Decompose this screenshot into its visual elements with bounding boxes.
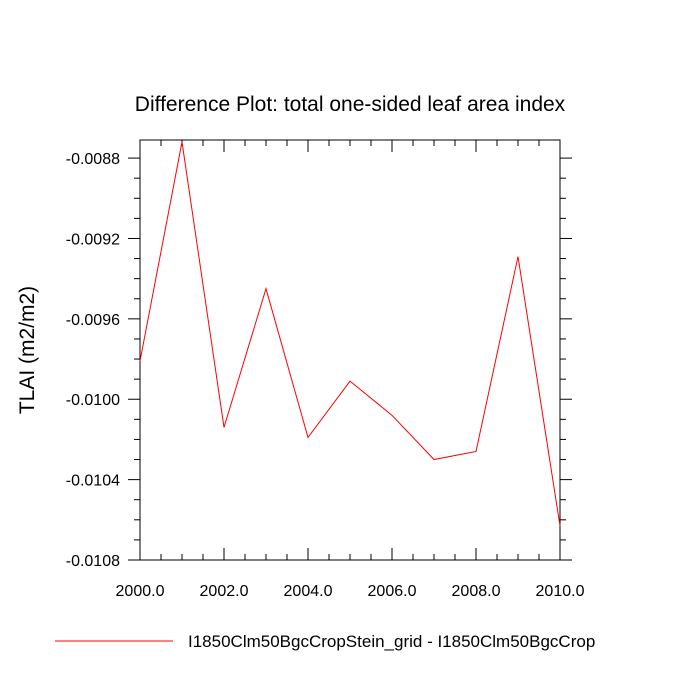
legend-label: I1850Clm50BgcCropStein_grid - I1850Clm50…: [188, 632, 595, 651]
y-tick-label: -0.0100: [66, 392, 120, 409]
x-tick-label: 2008.0: [452, 583, 501, 600]
x-tick-label: 2010.0: [536, 583, 585, 600]
axis-ticks: [128, 140, 572, 561]
series-line: [139, 141, 561, 526]
chart-title: Difference Plot: total one-sided leaf ar…: [135, 93, 566, 116]
y-tick-label: -0.0092: [66, 231, 120, 248]
plot-frame: [139, 139, 561, 561]
x-tick-label: 2004.0: [284, 583, 333, 600]
x-tick-label: 2006.0: [368, 583, 417, 600]
y-tick-label: -0.0096: [66, 312, 120, 329]
x-tick-label: 2000.0: [116, 583, 165, 600]
tick-labels: 2000.0 2002.0 2004.0 2006.0 2008.0 2010.0 -0.0…: [66, 151, 585, 600]
y-tick-label: -0.0088: [66, 151, 120, 168]
y-tick-label: -0.0108: [66, 553, 120, 570]
y-axis-label: TLAI (m2/m2): [16, 286, 39, 414]
x-tick-label: 2002.0: [200, 583, 249, 600]
y-tick-label: -0.0104: [66, 473, 120, 490]
legend: I1850Clm50BgcCropStein_grid - I1850Clm50…: [55, 632, 595, 651]
series-lines: [139, 141, 561, 526]
